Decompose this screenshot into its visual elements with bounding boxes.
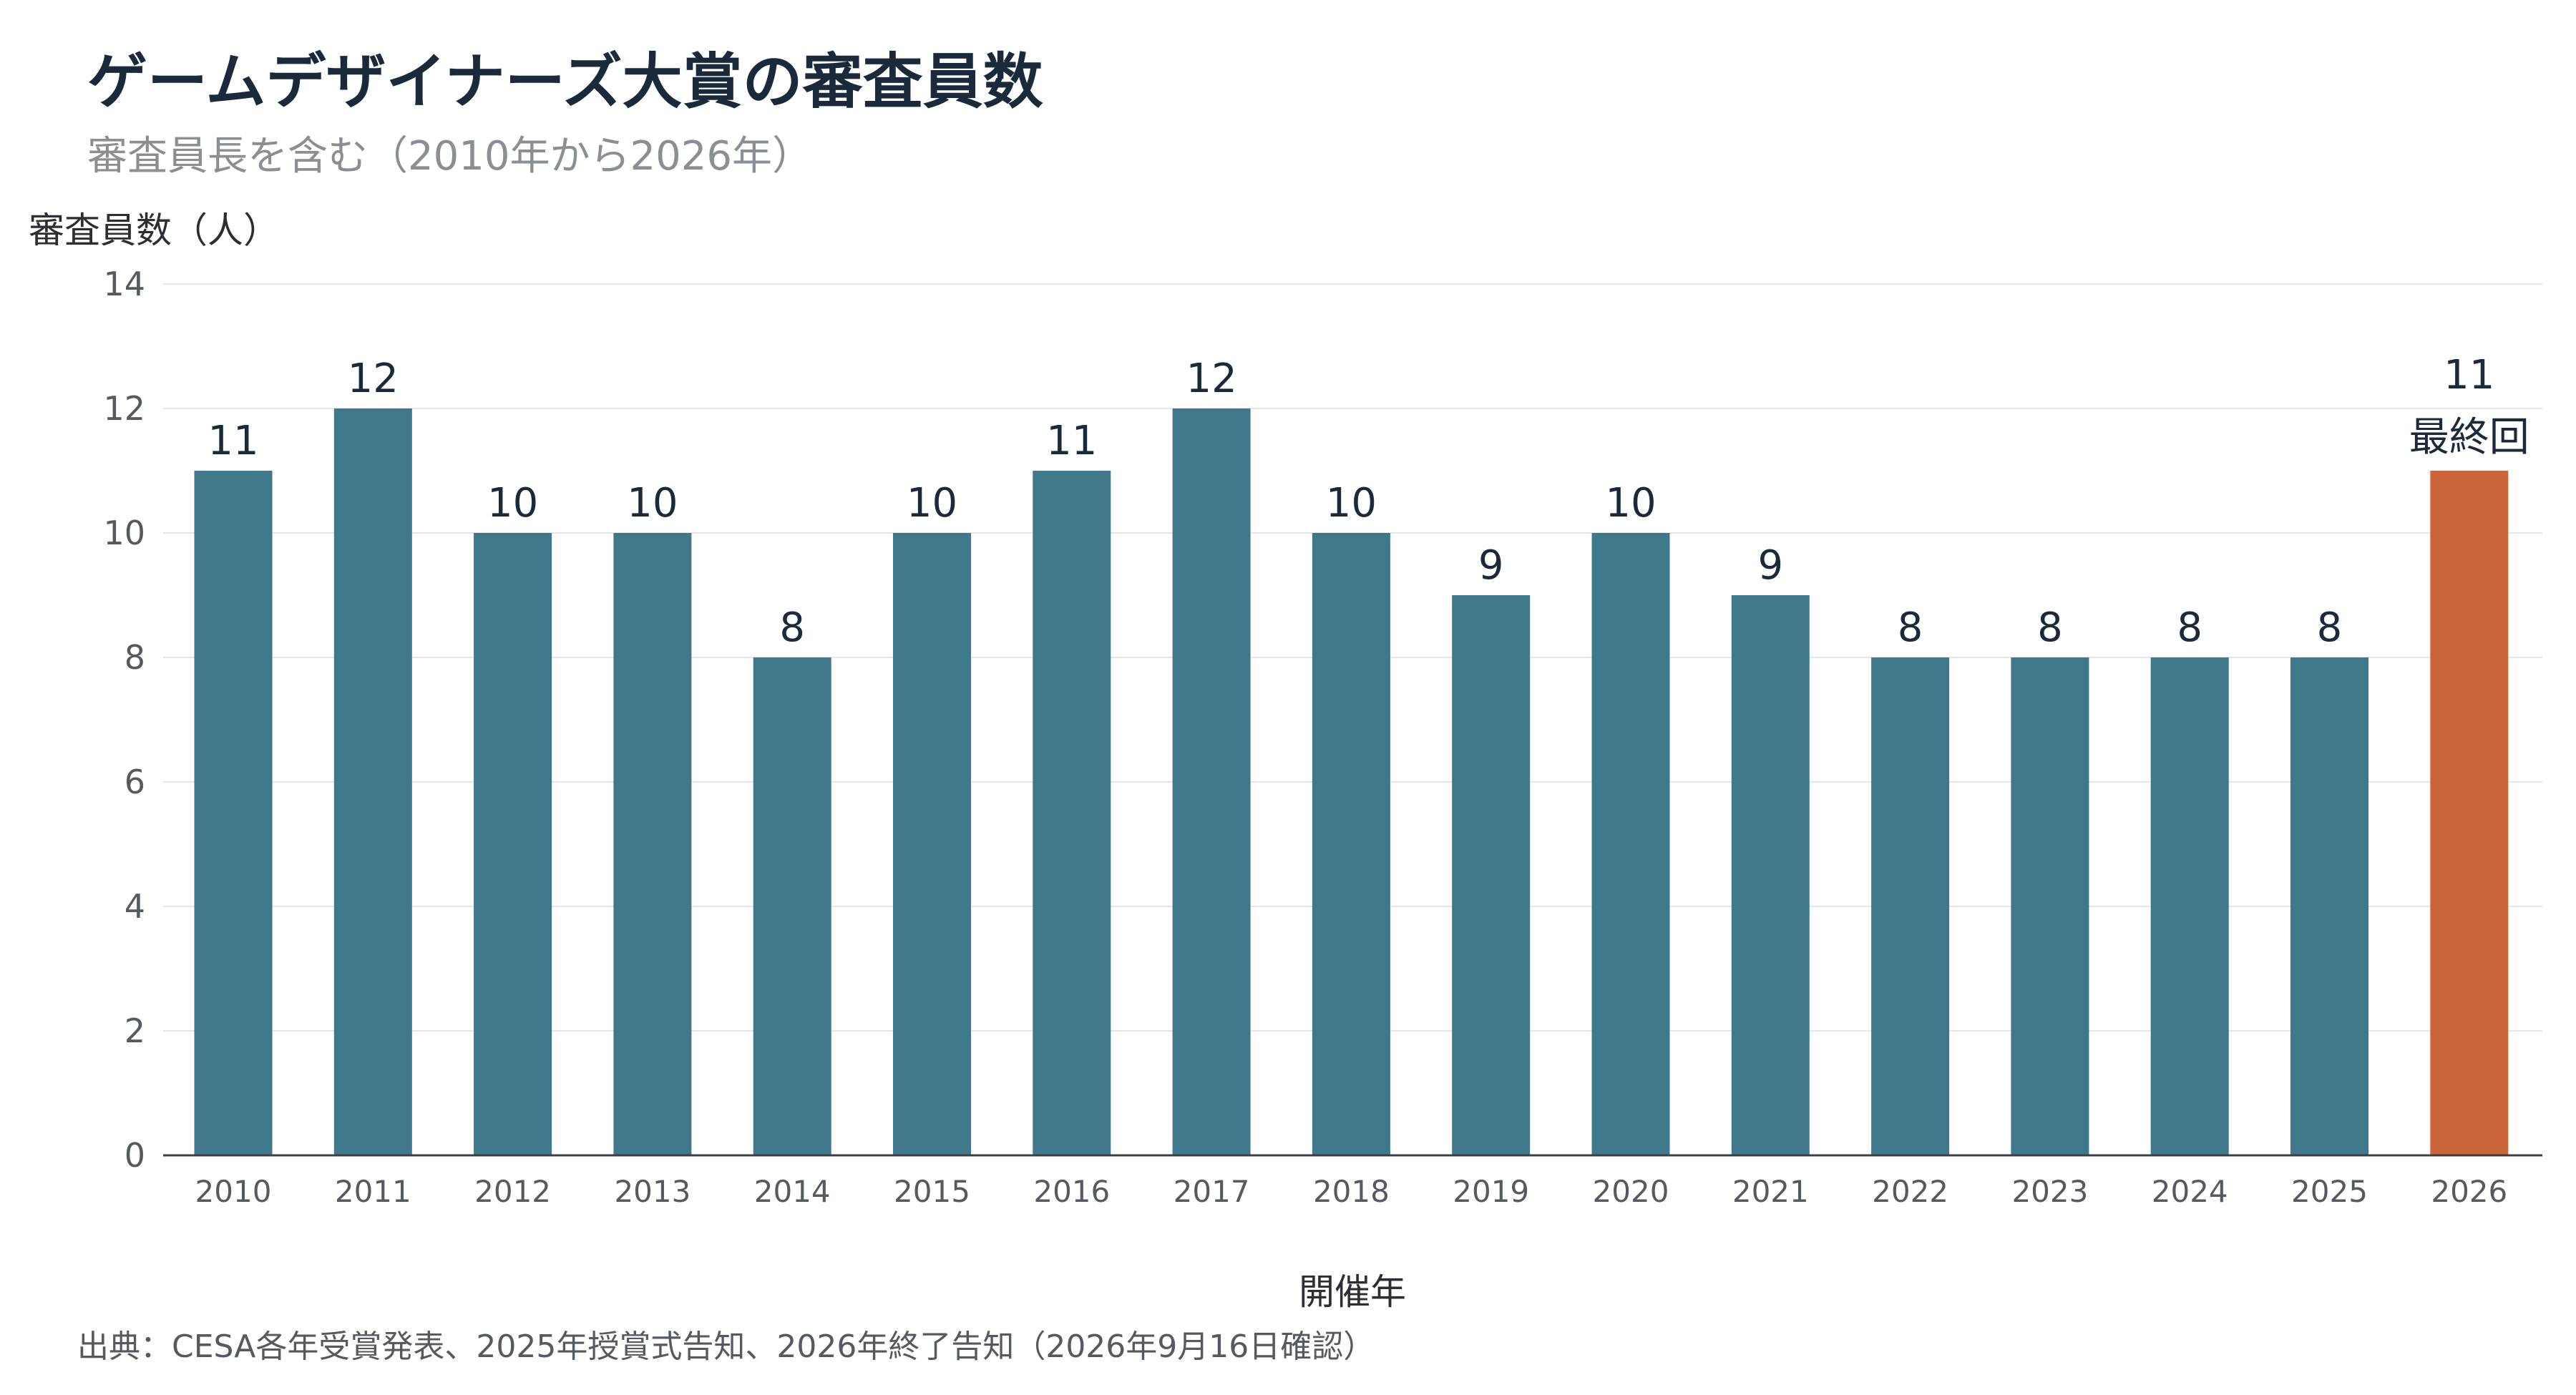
data-label-2011: 12 <box>348 356 399 402</box>
y-axis-ticks: 0 2 4 6 8 10 12 14 <box>103 265 145 1175</box>
x-tick-label: 2012 <box>474 1174 551 1209</box>
y-tick-label: 2 <box>125 1012 145 1050</box>
y-tick-label: 0 <box>125 1136 145 1175</box>
bar-2025 <box>2290 657 2368 1155</box>
x-tick-label: 2014 <box>754 1174 831 1209</box>
y-tick-label: 12 <box>103 389 145 428</box>
bar-2017 <box>1172 408 1251 1155</box>
x-tick-label: 2015 <box>894 1174 970 1209</box>
bar-2023 <box>2011 657 2089 1155</box>
bar-2021 <box>1731 595 1810 1155</box>
bar-2022 <box>1871 657 1950 1155</box>
data-label-2010: 11 <box>208 418 258 464</box>
data-label-2012: 10 <box>487 480 538 527</box>
bar-2016 <box>1033 471 1111 1155</box>
bar-2020 <box>1591 533 1670 1155</box>
data-label-2021: 9 <box>1757 542 1783 589</box>
y-tick-label: 10 <box>103 514 145 552</box>
bar-2013 <box>613 533 692 1155</box>
x-tick-label: 2022 <box>1872 1174 1948 1209</box>
y-tick-label: 4 <box>125 887 145 926</box>
x-axis-label: 開催年 <box>1299 1271 1406 1313</box>
data-label-2020: 10 <box>1605 480 1656 527</box>
data-label-2024: 8 <box>2177 604 2202 651</box>
data-label-2013: 10 <box>627 480 678 527</box>
final-edition-note: 最終回 <box>2409 414 2529 461</box>
data-label-2019: 9 <box>1478 542 1504 589</box>
x-tick-label: 2018 <box>1313 1174 1390 1209</box>
data-label-2023: 8 <box>2037 604 2063 651</box>
bar-2014 <box>753 657 831 1155</box>
data-label-2014: 8 <box>779 604 805 651</box>
bar-2012 <box>474 533 552 1155</box>
data-labels: 11 12 10 10 8 10 11 12 10 9 10 9 8 8 8 8 11 最終回 <box>208 352 2529 651</box>
data-label-2018: 10 <box>1326 480 1377 527</box>
bar-2024 <box>2150 657 2229 1155</box>
y-tick-label: 14 <box>103 265 145 303</box>
x-axis-ticks: 2010 2011 2012 2013 2014 2015 2016 2017 2018 2019… <box>195 1174 2508 1209</box>
x-tick-label: 2024 <box>2152 1174 2228 1209</box>
data-label-2015: 10 <box>907 480 957 527</box>
bars <box>194 408 2509 1155</box>
bar-2010 <box>194 471 273 1155</box>
data-label-2026: 11 <box>2444 352 2494 398</box>
source-note: 出典：CESA各年受賞発表、2025年授賞式告知、2026年終了告知（2026年… <box>77 1328 1375 1365</box>
chart-title: ゲームデザイナーズ大賞の審査員数 <box>87 46 1043 117</box>
bar-2026 <box>2430 471 2509 1155</box>
bar-2018 <box>1312 533 1390 1155</box>
x-tick-label: 2021 <box>1732 1174 1809 1209</box>
chart-subtitle: 審査員長を含む（2010年から2026年） <box>87 133 812 180</box>
x-tick-label: 2026 <box>2431 1174 2507 1209</box>
bar-2011 <box>333 408 412 1155</box>
data-label-2017: 12 <box>1186 356 1236 402</box>
x-tick-label: 2019 <box>1453 1174 1529 1209</box>
x-tick-label: 2023 <box>2011 1174 2088 1209</box>
y-tick-label: 8 <box>125 638 145 677</box>
x-tick-label: 2017 <box>1174 1174 1250 1209</box>
x-tick-label: 2020 <box>1593 1174 1669 1209</box>
data-label-2025: 8 <box>2317 604 2343 651</box>
x-tick-label: 2013 <box>614 1174 691 1209</box>
y-axis-label: 審査員数（人） <box>29 210 279 251</box>
x-tick-label: 2016 <box>1033 1174 1110 1209</box>
x-tick-label: 2011 <box>335 1174 411 1209</box>
bar-2019 <box>1452 595 1531 1155</box>
data-label-2016: 11 <box>1046 418 1097 464</box>
data-label-2022: 8 <box>1898 604 1923 651</box>
bar-2015 <box>893 533 971 1155</box>
x-tick-label: 2025 <box>2291 1174 2368 1209</box>
y-tick-label: 6 <box>125 763 145 801</box>
x-tick-label: 2010 <box>195 1174 272 1209</box>
